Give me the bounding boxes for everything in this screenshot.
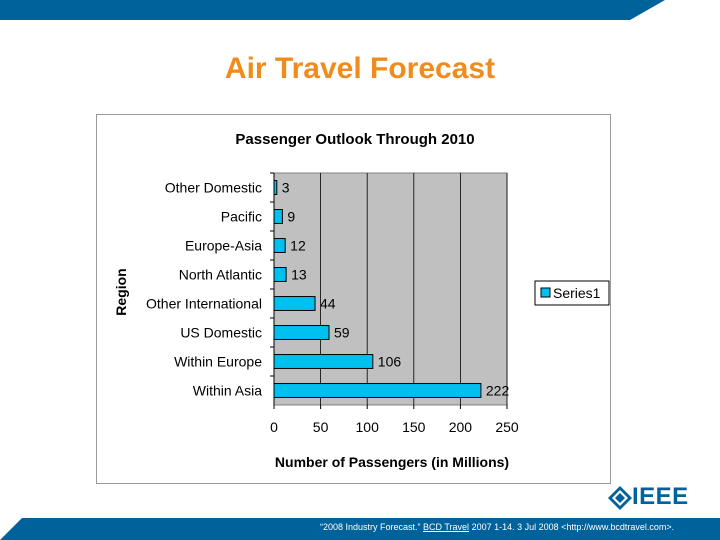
y-tick-label: Within Asia xyxy=(193,383,262,399)
plot-area xyxy=(273,172,508,406)
bar-chart: Passenger Outlook Through 2010 0 50 100 150 2… xyxy=(113,131,610,470)
data-label: 44 xyxy=(320,296,336,312)
legend-swatch xyxy=(540,287,551,298)
ieee-logo-icon xyxy=(608,486,632,510)
y-tick-label: US Domestic xyxy=(180,325,262,341)
bottom-banner-band xyxy=(0,518,720,540)
x-tick-label: 50 xyxy=(313,419,329,435)
bar xyxy=(273,238,286,253)
data-label: 13 xyxy=(291,267,307,283)
bar xyxy=(273,180,278,195)
bar xyxy=(273,209,283,224)
y-tick-label: Within Europe xyxy=(174,354,262,370)
x-axis-title: Number of Passengers (in Millions) xyxy=(275,454,509,470)
y-tick-label: Europe-Asia xyxy=(185,238,262,254)
data-label: 106 xyxy=(378,354,402,370)
citation-link[interactable]: BCD Travel xyxy=(423,522,470,532)
data-label: 9 xyxy=(287,209,295,225)
top-banner-band xyxy=(0,0,665,20)
data-label: 3 xyxy=(282,180,290,196)
bar xyxy=(273,267,287,282)
data-label: 59 xyxy=(334,325,350,341)
data-label: 222 xyxy=(486,383,510,399)
y-tick-label: North Atlantic xyxy=(179,267,262,283)
bar xyxy=(273,325,330,340)
y-axis-title: Region xyxy=(113,268,129,315)
chart-frame: Passenger Outlook Through 2010 0 50 100 150 2… xyxy=(96,114,611,484)
legend-label: Series1 xyxy=(553,285,601,301)
x-tick-label: 150 xyxy=(402,419,426,435)
bottom-banner xyxy=(0,518,720,540)
x-tick-label: 0 xyxy=(270,419,278,435)
bar xyxy=(273,383,482,398)
bar xyxy=(273,354,374,369)
citation-prefix: “2008 Industry Forecast.” xyxy=(320,522,424,532)
data-label: 12 xyxy=(290,238,306,254)
chart-title: Passenger Outlook Through 2010 xyxy=(235,131,474,148)
y-tick-label: Other International xyxy=(146,296,262,312)
x-tick-label: 100 xyxy=(356,419,380,435)
top-banner xyxy=(0,0,665,20)
bar xyxy=(273,296,316,311)
citation-suffix: 2007 1-14. 3 Jul 2008 <http://www.bcdtra… xyxy=(469,522,675,532)
citation: “2008 Industry Forecast.” BCD Travel 200… xyxy=(320,522,715,532)
x-tick-label: 200 xyxy=(449,419,473,435)
ieee-diamond-core xyxy=(615,493,625,503)
slide-title: Air Travel Forecast xyxy=(224,52,496,85)
y-tick-label: Other Domestic xyxy=(165,180,262,196)
x-tick-label: 250 xyxy=(495,419,519,435)
ieee-logo-text: IEEE xyxy=(632,483,689,510)
y-tick-label: Pacific xyxy=(221,209,262,225)
